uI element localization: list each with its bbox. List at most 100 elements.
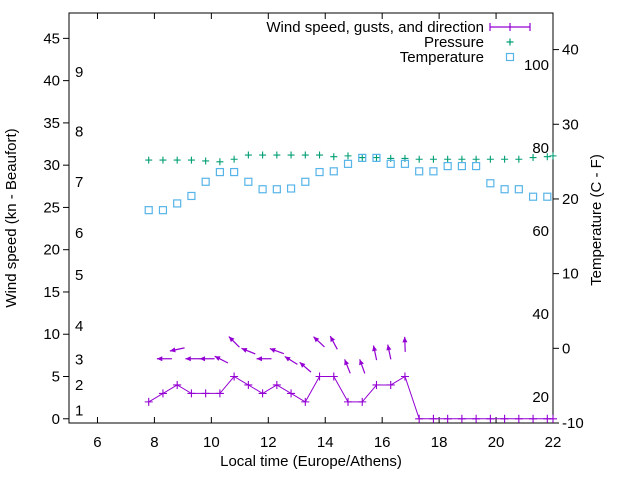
temperature-marker (173, 199, 182, 208)
wind-marker (549, 414, 557, 423)
arrow-head (241, 348, 248, 353)
wind-direction-arrow (284, 355, 298, 365)
temperature-marker (472, 161, 481, 171)
legend-entry-wind: Wind speed, gusts, and direction (266, 19, 531, 36)
pressure-marker (501, 155, 509, 163)
wind-marker (514, 414, 523, 423)
y-right-tick-label: 20 (562, 191, 579, 208)
pressure-marker (145, 156, 153, 164)
wind-marker (529, 414, 538, 423)
wind-marker (344, 397, 353, 406)
wind-marker (329, 372, 338, 381)
wind-direction-arrow (185, 356, 201, 362)
pressure-marker (244, 151, 252, 159)
wind-marker (244, 380, 253, 389)
wind-marker (443, 414, 452, 423)
beaufort-scale-label: 6 (75, 225, 83, 242)
wind-direction-arrow (169, 347, 185, 353)
pressure-marker (444, 155, 452, 163)
temperature-marker (500, 185, 509, 194)
wind-direction-arrow (299, 361, 312, 373)
wind-line (148, 375, 553, 420)
beaufort-scale-label: 3 (75, 352, 83, 369)
wind-marker (315, 372, 324, 381)
wind-marker (486, 414, 495, 423)
y-right-axis-title: Temperature (C - F) (588, 154, 605, 286)
pressure-marker (344, 152, 352, 160)
wind-marker (215, 389, 224, 398)
wind-direction-arrows (156, 335, 408, 374)
pressure-marker (216, 158, 224, 166)
wind-marker (158, 389, 167, 398)
beaufort-scale-label: 5 (75, 267, 83, 284)
wind-marker (500, 414, 509, 423)
temperature-marker (329, 167, 338, 176)
y-right-tick-label: 0 (562, 340, 570, 357)
arrow-head (256, 356, 262, 362)
wind-marker (301, 397, 310, 406)
legend-label-wind: Wind speed, gusts, and direction (266, 19, 484, 36)
pressure-marker (543, 153, 551, 161)
pressure-marker (273, 151, 281, 159)
arrow-head (284, 356, 291, 362)
pressure-marker (458, 155, 466, 163)
x-axis-title: Local time (Europe/Athens) (220, 453, 402, 470)
arrow-head (344, 359, 350, 366)
temperature-marker (244, 177, 253, 186)
wind-marker (187, 389, 196, 398)
y-left-tick-label: 10 (43, 326, 60, 343)
wind-marker (230, 372, 239, 381)
wind-marker (358, 397, 367, 406)
pressure-marker (529, 154, 537, 162)
arrow-head (386, 344, 392, 351)
wind-direction-arrow (156, 356, 172, 362)
pressure-marker (429, 155, 437, 163)
wind-direction-arrow (241, 347, 256, 355)
pressure-marker (187, 156, 195, 164)
arrow-head (199, 356, 206, 362)
beaufort-scale-label: 9 (75, 64, 83, 81)
wind-direction-arrow (402, 336, 408, 352)
inner-scale-labels: 1 2 3 4 5 6 7 8 9 20 40 60 80 100 (75, 57, 549, 419)
data-series (144, 151, 557, 423)
wind-marker (472, 414, 481, 423)
temperature-marker (215, 167, 224, 177)
wind-marker (386, 380, 395, 389)
x-tick-label: 8 (150, 434, 158, 451)
arrow-head (228, 336, 235, 343)
y-right-tick-label: -10 (562, 415, 584, 432)
fahrenheit-scale-label: 20 (532, 389, 549, 406)
x-tick-label: 14 (317, 434, 334, 451)
temperature-marker (301, 177, 310, 186)
temperature-marker (230, 167, 239, 177)
temperature-marker (543, 192, 552, 201)
wind-marker (400, 372, 409, 381)
y-left-tick-label: 25 (43, 199, 60, 216)
temperature-marker (400, 159, 410, 168)
y-left-tick-label: 30 (43, 157, 60, 174)
y-left-tick-label: 20 (43, 242, 60, 259)
y-left-tick-label: 45 (43, 30, 60, 47)
pressure-marker (372, 154, 380, 162)
y-left-tick-label: 40 (43, 73, 60, 90)
wind-direction-arrow (256, 356, 272, 362)
temperature-marker (386, 159, 395, 168)
x-tick-label: 6 (93, 434, 101, 451)
beaufort-scale-label: 7 (75, 174, 83, 191)
pressure-marker (173, 156, 181, 164)
wind-direction-arrow (269, 348, 285, 355)
temperature-marker (343, 159, 353, 168)
legend-pressure-marker (506, 38, 514, 46)
wind-direction-arrow (313, 336, 325, 348)
temperature-marker (514, 185, 523, 194)
fahrenheit-scale-label: 40 (532, 306, 549, 323)
temperature-marker (443, 161, 452, 171)
wind-marker (372, 380, 381, 389)
temperature-marker (528, 192, 538, 201)
arrow-head (214, 356, 221, 361)
wind-marker (258, 389, 267, 398)
arrow-head (313, 336, 320, 343)
pressure-marker (549, 152, 557, 160)
legend-label-pressure: Pressure (424, 34, 484, 51)
